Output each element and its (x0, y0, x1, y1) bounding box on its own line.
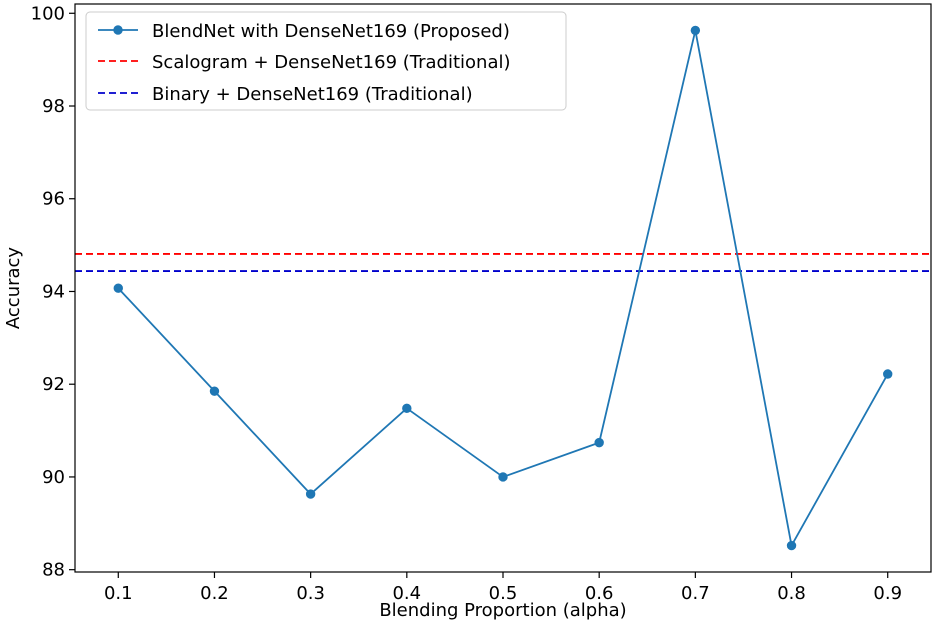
plot-area (75, 25, 931, 551)
legend-box (85, 11, 567, 111)
y-tick-label: 92 (42, 374, 65, 395)
x-tick-label: 0.6 (585, 583, 614, 604)
y-tick-label: 90 (42, 467, 65, 488)
y-tick-label: 98 (42, 96, 65, 117)
x-tick-label: 0.8 (777, 583, 806, 604)
x-tick-label: 0.1 (104, 583, 133, 604)
y-axis-label: Accuracy (3, 247, 24, 330)
x-tick-label: 0.5 (489, 583, 518, 604)
x-tick-label: 0.9 (873, 583, 902, 604)
data-point (209, 386, 220, 396)
data-point (113, 283, 123, 293)
data-point (690, 25, 701, 36)
legend-marker-proposed (113, 25, 123, 35)
data-point (786, 540, 797, 551)
y-tick-label: 96 (42, 189, 65, 210)
data-point (498, 472, 508, 482)
y-tick-label: 100 (31, 3, 65, 24)
data-point (594, 437, 604, 448)
x-tick-label: 0.2 (200, 583, 229, 604)
x-tick-label: 0.3 (296, 583, 325, 604)
axis-ticks: 0.1 0.2 0.3 0.4 0.5 0.6 0.7 0.8 0.9 88 90 92 94 96 98 1… (31, 3, 902, 604)
legend: BlendNet with DenseNet169 (Proposed) Sca… (85, 11, 567, 111)
legend-label-scalogram: Scalogram + DenseNet169 (Traditional) (152, 52, 511, 73)
x-tick-label: 0.7 (681, 583, 710, 604)
legend-label-proposed: BlendNet with DenseNet169 (Proposed) (152, 21, 510, 42)
data-point (402, 403, 412, 414)
legend-label-binary: Binary + DenseNet169 (Traditional) (152, 84, 473, 105)
data-point (305, 489, 316, 499)
x-axis-label: Blending Proportion (alpha) (379, 600, 626, 621)
data-point (883, 369, 893, 379)
y-tick-label: 88 (42, 560, 65, 581)
y-tick-label: 94 (42, 281, 65, 302)
x-tick-label: 0.4 (392, 583, 421, 604)
